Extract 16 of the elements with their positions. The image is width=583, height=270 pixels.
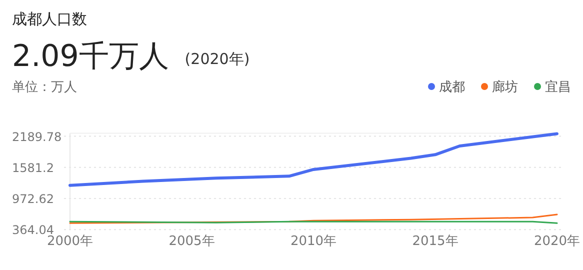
x-tick-label: 2010年 xyxy=(290,234,337,249)
chart-title: 成都人口数 xyxy=(12,10,87,28)
x-tick-label: 2015年 xyxy=(412,234,458,249)
y-tick-label: 2189.78 xyxy=(12,130,62,144)
text: 单位：万人 xyxy=(12,80,77,95)
x-tick-label: 2005年 xyxy=(168,234,215,249)
line-series xyxy=(68,132,558,187)
x-tick-label: 2000年 xyxy=(46,234,94,249)
text: (2020年) xyxy=(184,50,250,68)
y-tick-label: 972.62 xyxy=(12,192,54,206)
legend-label: 宜昌 xyxy=(545,79,571,95)
chart-subtitle: 2.09千万人 xyxy=(12,39,169,74)
x-tick-label: 2020年 xyxy=(534,234,580,249)
legend-label: 廊坊 xyxy=(492,79,518,95)
legend-label: 成都 xyxy=(439,80,465,95)
y-tick-label: 1581.2 xyxy=(12,160,54,175)
